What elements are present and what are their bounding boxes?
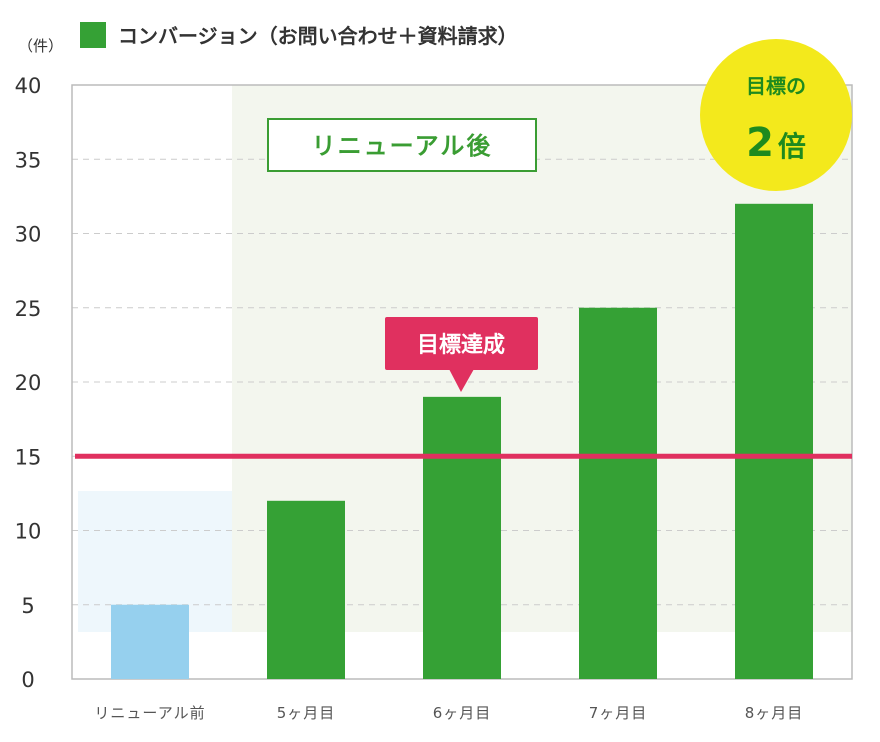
after-renewal-label: リニューアル後 <box>312 132 493 160</box>
x-tick-label: 5ヶ月目 <box>277 704 336 722</box>
y-tick-label: 10 <box>15 520 42 544</box>
badge-number: 2 <box>746 120 774 166</box>
x-tick-label: 6ヶ月目 <box>433 704 492 722</box>
bar <box>111 604 189 679</box>
badge-circle <box>700 39 852 191</box>
x-tick-label: 7ヶ月目 <box>589 704 648 722</box>
badge-kanji: 倍 <box>778 130 806 163</box>
badge-goal-label: 目標の <box>746 74 806 98</box>
y-tick-label: 25 <box>15 297 42 321</box>
legend-swatch <box>80 22 106 48</box>
bars <box>111 203 813 680</box>
target-achieved-badge: 目標達成 <box>385 317 538 392</box>
y-axis-unit: （件） <box>18 37 63 55</box>
y-tick-label: 40 <box>15 74 42 98</box>
after-renewal-box <box>267 118 537 172</box>
bar <box>423 396 501 679</box>
x-tick-label: 8ヶ月目 <box>745 704 804 722</box>
y-tick-label: 5 <box>21 594 34 618</box>
x-axis-labels: リニューアル前 5ヶ月目 6ヶ月目 7ヶ月目 8ヶ月目 <box>94 704 804 722</box>
x-tick-label: リニューアル前 <box>94 704 205 722</box>
bar <box>579 307 657 679</box>
badge-background <box>385 317 538 370</box>
y-tick-label: 30 <box>15 223 42 247</box>
y-axis-ticks: 0 5 10 15 20 25 30 35 40 <box>15 74 42 692</box>
badge-pointer <box>449 369 474 392</box>
y-tick-label: 0 <box>21 668 34 692</box>
bar <box>735 203 813 680</box>
legend-label: コンバージョン（お問い合わせ＋資料請求） <box>118 24 518 48</box>
y-tick-label: 15 <box>15 445 42 469</box>
y-tick-label: 20 <box>15 371 42 395</box>
y-tick-label: 35 <box>15 148 42 172</box>
badge-label: 目標達成 <box>417 332 505 358</box>
bar <box>267 500 345 679</box>
